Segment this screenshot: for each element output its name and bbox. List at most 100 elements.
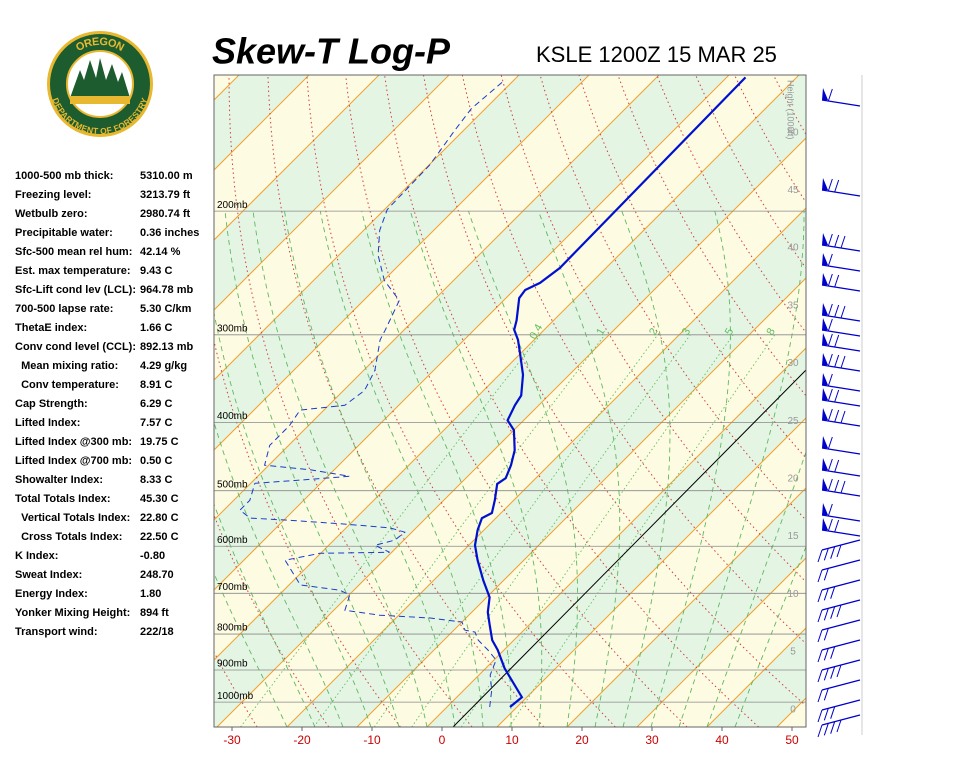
barb-feather [823, 668, 829, 681]
barb-feather [834, 354, 840, 368]
stat-label: Energy Index: [15, 588, 88, 600]
stat-value: 45.30 C [140, 493, 179, 505]
barb-flag [822, 333, 828, 345]
moist-adiabat [214, 311, 372, 727]
stat-label: Est. max temperature: [15, 265, 131, 277]
stat-label: Transport wind: [15, 626, 98, 638]
barb-feather [834, 519, 840, 533]
barb-shaft [821, 699, 861, 711]
dry-adiabat [267, 75, 545, 727]
barb-feather [834, 234, 840, 248]
isotherm [216, 137, 806, 727]
wind-barbs [817, 88, 861, 738]
barb-feather [827, 353, 833, 367]
barb-shaft [821, 579, 861, 591]
x-tick-label: -20 [293, 733, 311, 747]
barb-flag [822, 353, 828, 365]
height-tick-label: 35 [787, 300, 799, 311]
barb-feather [840, 305, 846, 319]
y-tick-label: 200mb [217, 200, 248, 211]
isotherm [566, 487, 806, 727]
barb-feather [827, 88, 833, 102]
barb-feather [817, 629, 823, 643]
stat-label: Conv temperature: [15, 379, 119, 391]
stat-label: Mean mixing ratio: [15, 360, 118, 372]
barb-feather [817, 689, 823, 703]
stat-value: 0.50 C [140, 455, 172, 467]
moist-adiabat [224, 211, 400, 727]
stat-label: Total Totals Index: [15, 493, 111, 505]
stat-label: Showalter Index: [15, 474, 103, 486]
barb-feather [834, 459, 840, 473]
barb-feather [817, 709, 823, 723]
dewpoint-line [239, 79, 506, 708]
barb-feather [834, 479, 840, 493]
y-tick-label: 500mb [217, 479, 248, 490]
barb-flag [822, 318, 828, 330]
moist-adiabat [706, 450, 806, 727]
y-tick-label: 600mb [217, 535, 248, 546]
y-tick-label: 300mb [217, 323, 248, 334]
stat-label: Lifted Index @700 mb: [15, 455, 132, 467]
barb-feather [827, 388, 833, 402]
barb-flag [822, 178, 828, 190]
barb-feather [823, 588, 829, 601]
barb-feather [827, 436, 833, 450]
x-tick-label: 20 [575, 733, 589, 747]
barb-feather [827, 178, 833, 192]
stat-value: 42.14 % [140, 246, 181, 258]
logo-top-path: OREGON [74, 36, 126, 54]
stat-label: Lifted Index @300 mb: [15, 436, 132, 448]
barb-feather [830, 721, 836, 734]
barb-feather [823, 708, 829, 721]
stat-label: Sfc-500 mean rel hum: [15, 246, 132, 258]
stat-value: 22.80 C [140, 512, 179, 524]
stat-value: 894 ft [140, 607, 169, 619]
barb-shaft [821, 99, 861, 107]
plot-frame [213, 74, 807, 728]
barb-feather [830, 646, 836, 659]
height-tick-label: 45 [787, 185, 799, 196]
barb-shaft [821, 529, 861, 537]
barb-feather [830, 546, 836, 559]
y-tick-label: 1000mb [217, 691, 254, 702]
y-tick-label: 800mb [217, 623, 248, 634]
logo-top-text: OREGON [74, 36, 126, 54]
isotherm-band [847, 75, 960, 727]
barb-flag [822, 503, 828, 515]
barb-flag [822, 458, 828, 470]
barb-feather [830, 706, 836, 719]
barb-shaft [821, 384, 861, 392]
barb-shaft [821, 264, 861, 272]
x-tick-label: 40 [715, 733, 729, 747]
barb-flag [822, 478, 828, 490]
barb-shaft [821, 189, 861, 197]
mixing-ratio-line [373, 334, 659, 727]
isotherm [426, 347, 806, 727]
dry-adiabat [306, 75, 616, 727]
stat-value: 0.36 inches [140, 227, 199, 239]
barb-feather [817, 569, 823, 583]
stat-value: 19.75 C [140, 436, 179, 448]
barb-feather [836, 604, 842, 618]
mixing-ratio-label: 8 [764, 326, 777, 337]
barb-feather [823, 648, 829, 661]
barb-feather [827, 303, 833, 317]
barb-feather [817, 589, 823, 603]
chart-title: Skew-T Log-P [212, 31, 451, 72]
mixing-ratio-line [411, 334, 691, 727]
barb-feather [823, 688, 829, 701]
barb-feather [834, 334, 840, 348]
height-tick-label: 15 [787, 531, 799, 542]
y-tick-label: 700mb [217, 582, 248, 593]
barb-feather [817, 724, 823, 738]
stat-value: 1.66 C [140, 322, 172, 334]
stat-label: Lifted Index: [15, 417, 80, 429]
barb-feather [827, 253, 833, 267]
height-tick-label: 10 [787, 589, 799, 600]
barb-feather [827, 273, 833, 287]
stat-value: 1.80 [140, 588, 161, 600]
barb-shaft [821, 559, 861, 571]
barb-shaft [821, 344, 861, 352]
stat-value: 8.33 C [140, 474, 172, 486]
